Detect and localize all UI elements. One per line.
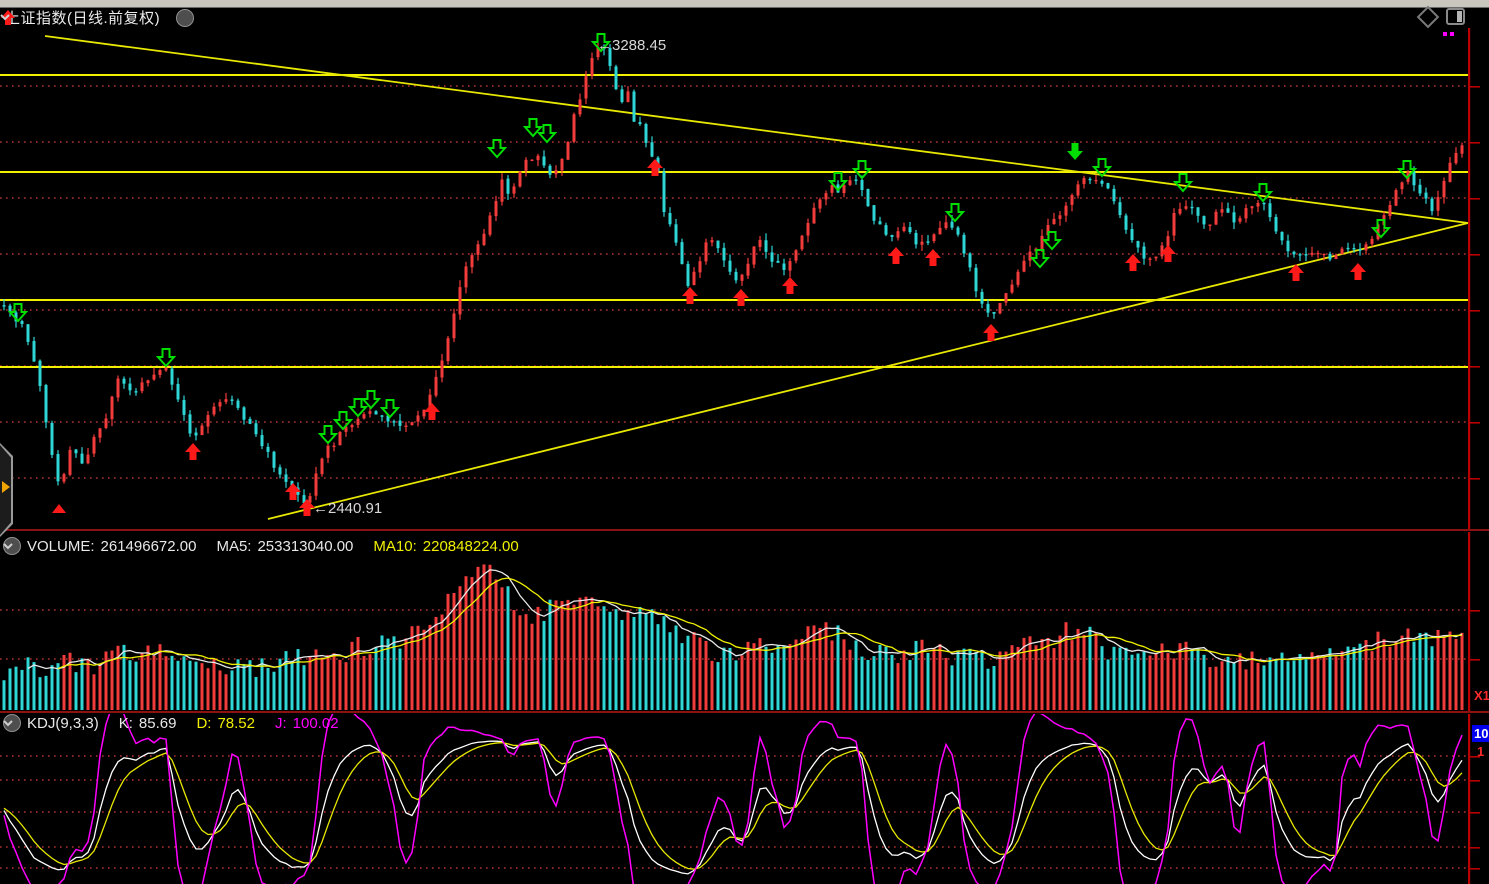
kdj-scale-tag: 10: [1472, 725, 1489, 742]
main-price-chart[interactable]: [0, 28, 1489, 529]
collapse-volume-button[interactable]: [3, 537, 21, 555]
chart-titlebar: 上证指数(日线.前复权): [0, 7, 1489, 28]
kdj-j-label: J:: [274, 714, 287, 732]
volume-ma5-label: MA5:: [216, 537, 252, 555]
chevron-down-icon[interactable]: [0, 8, 195, 27]
expand-arrow-icon: [2, 481, 10, 493]
volume-axis-multiplier: X1: [1474, 688, 1489, 703]
kdj-d-value: 78.52: [217, 714, 255, 732]
panel-separator[interactable]: [0, 529, 1489, 531]
kdj-scale-tick: 1: [1477, 744, 1485, 759]
panel-separator[interactable]: [0, 711, 1489, 713]
sidebar-flyout-handle[interactable]: [0, 443, 13, 537]
diamond-icon[interactable]: [1416, 5, 1440, 28]
layout-panel-icon[interactable]: [1446, 8, 1465, 25]
titlebar-right-icons: [1416, 5, 1465, 28]
collapse-main-button[interactable]: [0, 8, 195, 27]
kdj-j-value: 100.02: [292, 714, 339, 732]
volume-chart[interactable]: [0, 532, 1489, 711]
volume-ma10-label: MA10:: [373, 537, 417, 555]
kdj-chart[interactable]: [0, 714, 1489, 884]
volume-label: VOLUME:: [27, 537, 95, 555]
volume-indicator-header: VOLUME: 261496672.00 MA5: 253313040.00 M…: [3, 537, 519, 555]
window-top-edge: [0, 0, 1489, 8]
kdj-indicator-header: KDJ(9,3,3) K: 85.69 D: 78.52 J: 100.02: [3, 714, 339, 732]
kdj-label: KDJ(9,3,3): [27, 714, 99, 732]
low-price-label: ←2440.91: [313, 500, 383, 517]
volume-ma10-value: 220848224.00: [422, 537, 519, 555]
symbol-title: 上证指数(日线.前复权): [5, 10, 161, 27]
indicator-dots: [1443, 32, 1454, 36]
volume-value: 261496672.00: [100, 537, 197, 555]
peak-price-label: ←3288.45: [597, 37, 667, 54]
kdj-d-label: D:: [196, 714, 212, 732]
kdj-k-label: K:: [118, 714, 133, 732]
collapse-kdj-button[interactable]: [3, 714, 21, 732]
volume-ma5-value: 253313040.00: [257, 537, 354, 555]
kdj-k-value: 85.69: [138, 714, 177, 732]
